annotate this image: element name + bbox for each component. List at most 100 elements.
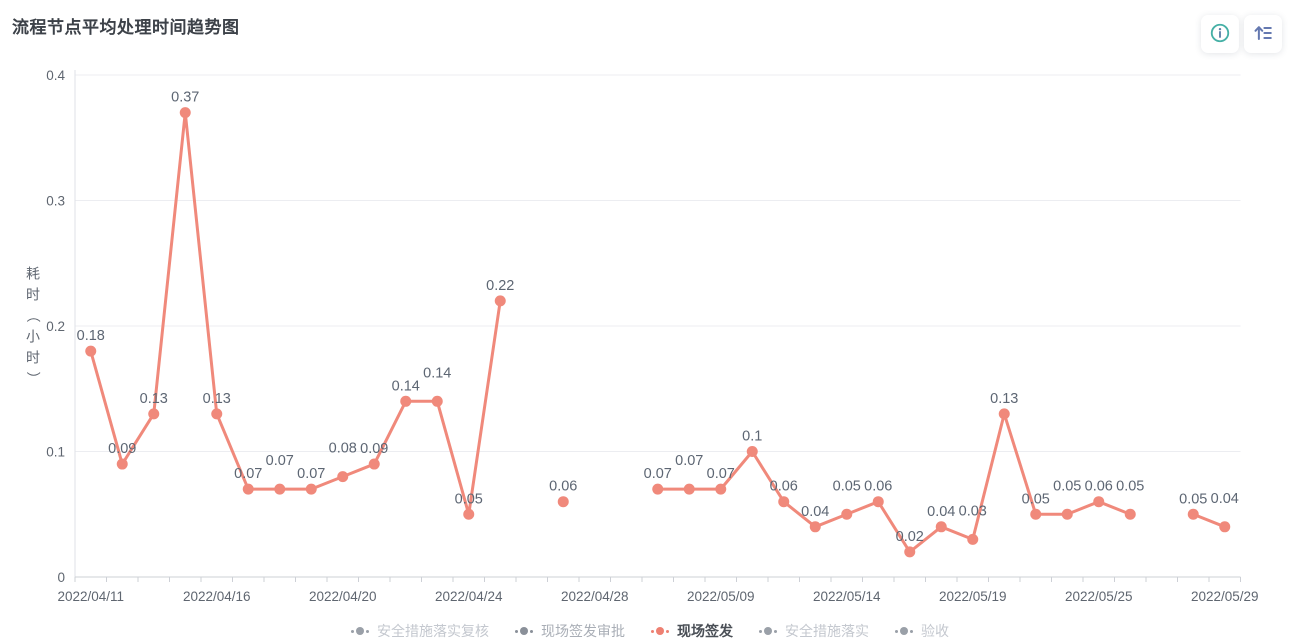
- legend-label: 现场签发审批: [541, 623, 625, 639]
- y-axis-name-char: ）: [25, 372, 41, 386]
- chart-line-segment: [656, 412, 1132, 554]
- x-axis-tick-label: 2022/05/14: [813, 589, 881, 604]
- data-point[interactable]: [904, 546, 916, 558]
- data-point-label: 0.07: [266, 453, 294, 469]
- data-point[interactable]: [242, 483, 254, 495]
- data-point-label: 0.07: [644, 466, 672, 482]
- data-point[interactable]: [967, 533, 979, 545]
- y-axis-tick-label: 0.1: [46, 445, 65, 460]
- data-point[interactable]: [778, 496, 790, 508]
- data-point-label: 0.1: [742, 429, 762, 445]
- data-point-label: 0.08: [329, 441, 357, 457]
- data-point-label: 0.06: [864, 479, 892, 495]
- data-point[interactable]: [85, 345, 97, 357]
- data-point-label: 0.05: [1179, 491, 1207, 507]
- y-axis-tick-label: 0.3: [46, 194, 65, 209]
- data-point-label: 0.22: [486, 278, 514, 294]
- data-point[interactable]: [872, 496, 884, 508]
- x-axis-tick-label: 2022/05/09: [687, 589, 755, 604]
- data-point[interactable]: [148, 408, 160, 420]
- data-point-label: 0.04: [1211, 491, 1239, 507]
- data-point[interactable]: [368, 458, 380, 470]
- data-point-label: 0.05: [1116, 478, 1144, 494]
- chart-toolbar: [1201, 15, 1282, 53]
- data-point-label: 0.37: [171, 90, 199, 106]
- x-axis-tick-label: 2022/05/25: [1065, 589, 1133, 604]
- x-axis-tick-label: 2022/05/19: [939, 589, 1007, 604]
- data-point-label: 0.06: [549, 479, 577, 495]
- data-point[interactable]: [1187, 508, 1199, 520]
- data-point[interactable]: [463, 508, 475, 520]
- y-axis-name-char: 时: [26, 350, 40, 366]
- info-button[interactable]: [1201, 15, 1239, 53]
- chart-title: 流程节点平均处理时间趋势图: [12, 18, 240, 37]
- data-point-label: 0.07: [675, 453, 703, 469]
- data-point[interactable]: [841, 508, 853, 520]
- y-axis-tick-label: 0.2: [46, 319, 65, 334]
- x-axis-tick-label: 2022/04/28: [561, 589, 629, 604]
- sort-ascending-list-icon: [1252, 22, 1274, 47]
- y-axis-tick-label: 0.4: [46, 68, 65, 83]
- data-point[interactable]: [116, 458, 128, 470]
- legend-line-dot-marker: [895, 627, 913, 635]
- data-point-label: 0.05: [455, 491, 483, 507]
- legend-line-dot-marker: [651, 627, 669, 635]
- data-point[interactable]: [935, 521, 947, 533]
- data-point[interactable]: [305, 483, 317, 495]
- legend-line-dot-marker: [515, 627, 533, 635]
- data-point[interactable]: [652, 483, 664, 495]
- data-point[interactable]: [809, 521, 821, 533]
- sort-button[interactable]: [1244, 15, 1282, 53]
- data-point-label: 0.05: [1022, 491, 1050, 507]
- data-point-label: 0.09: [360, 441, 388, 457]
- legend-item-0[interactable]: 安全措施落实复核: [351, 624, 489, 638]
- y-axis-tick-label: 0: [57, 570, 65, 585]
- data-point-label: 0.03: [959, 503, 987, 519]
- y-axis-name-char: 小: [26, 329, 40, 345]
- legend-item-3[interactable]: 安全措施落实: [759, 624, 869, 638]
- data-point-label: 0.07: [297, 466, 325, 482]
- data-point[interactable]: [998, 408, 1010, 420]
- data-point-label: 0.06: [770, 479, 798, 495]
- data-point[interactable]: [494, 295, 506, 307]
- data-point[interactable]: [1093, 496, 1105, 508]
- line-chart-canvas[interactable]: 0 0.1 0.2 0.3 0.4 2022/04/11 2022/04/16 2022/04…: [0, 0, 1300, 615]
- legend-line-dot-marker: [759, 627, 777, 635]
- data-point-label: 0.05: [1053, 478, 1081, 494]
- x-axis-tick-label: 2022/04/11: [57, 589, 124, 604]
- data-point[interactable]: [557, 496, 569, 508]
- data-point[interactable]: [715, 483, 727, 495]
- legend-item-4[interactable]: 验收: [895, 624, 949, 638]
- data-point[interactable]: [1061, 508, 1073, 520]
- data-point-label: 0.13: [990, 391, 1018, 407]
- data-point[interactable]: [746, 446, 758, 457]
- legend-label: 验收: [921, 623, 949, 639]
- data-point-label: 0.05: [833, 478, 861, 494]
- data-point-label: 0.18: [77, 328, 105, 344]
- data-point[interactable]: [1030, 508, 1042, 520]
- data-point-label: 0.06: [1085, 479, 1113, 495]
- data-point[interactable]: [683, 483, 695, 495]
- data-point[interactable]: [274, 483, 286, 495]
- data-point[interactable]: [337, 471, 349, 483]
- data-point-label: 0.14: [423, 365, 451, 381]
- legend-item-2[interactable]: 现场签发: [651, 624, 733, 638]
- y-axis-name-char: （: [25, 309, 41, 323]
- x-axis-tick-label: 2022/04/24: [435, 589, 503, 604]
- data-point[interactable]: [1219, 521, 1231, 533]
- data-point[interactable]: [431, 395, 443, 407]
- legend-line-dot-marker: [351, 627, 369, 635]
- data-point[interactable]: [179, 107, 191, 119]
- legend-item-1[interactable]: 现场签发审批: [515, 624, 625, 638]
- data-point-label: 0.13: [203, 391, 231, 407]
- data-point-label: 0.09: [108, 441, 136, 457]
- data-point-label: 0.07: [707, 466, 735, 482]
- x-axis-tick-label: 2022/04/16: [183, 589, 251, 604]
- chart-line-segment: [89, 111, 502, 516]
- y-axis-name-char: 时: [26, 287, 40, 303]
- data-point[interactable]: [1124, 508, 1136, 520]
- data-point-label: 0.07: [234, 466, 262, 482]
- data-point[interactable]: [400, 395, 412, 407]
- data-point[interactable]: [211, 408, 223, 420]
